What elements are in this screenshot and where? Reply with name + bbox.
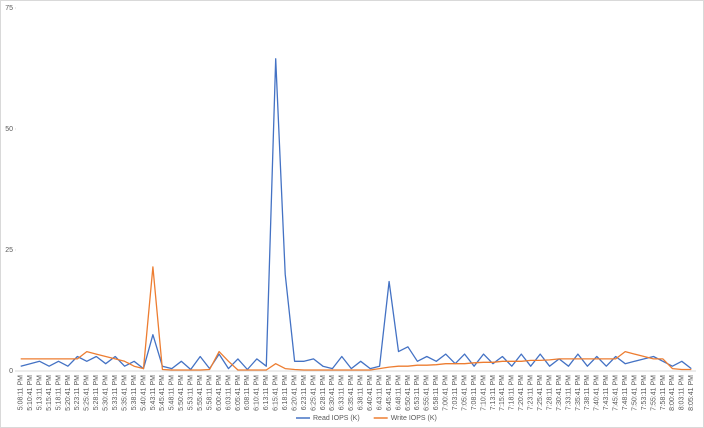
x-tick-label: 5:55:41 PM xyxy=(197,375,204,411)
x-tick-label: 6:30:41 PM xyxy=(329,375,336,411)
x-tick-label: 7:25:41 PM xyxy=(537,375,544,411)
legend-label: Write IOPS (K) xyxy=(391,415,437,422)
x-tick-label: 5:50:41 PM xyxy=(178,375,185,411)
x-tick-label: 5:08:11 PM xyxy=(18,375,25,410)
x-tick-label: 6:55:41 PM xyxy=(424,375,431,411)
y-tick-label: 25 xyxy=(5,247,13,254)
x-tick-label: 6:08:11 PM xyxy=(244,375,251,410)
x-tick-label: 6:38:11 PM xyxy=(358,375,365,410)
x-tick-label: 7:58:11 PM xyxy=(660,375,667,410)
x-tick-label: 7:40:41 PM xyxy=(594,375,601,411)
x-tick-label: 5:10:41 PM xyxy=(27,375,34,411)
series-line xyxy=(20,58,692,371)
x-tick-label: 6:43:11 PM xyxy=(376,375,383,410)
x-tick-label: 7:03:11 PM xyxy=(452,375,459,410)
x-tick-label: 5:43:11 PM xyxy=(150,375,157,410)
x-tick-label: 7:48:11 PM xyxy=(622,375,629,410)
x-tick-label: 7:53:11 PM xyxy=(641,375,648,410)
x-tick-label: 7:50:41 PM xyxy=(631,375,638,411)
x-tick-label: 7:43:11 PM xyxy=(603,375,610,410)
x-tick-label: 6:40:41 PM xyxy=(367,375,374,411)
x-tick-label: 6:00:41 PM xyxy=(216,375,223,411)
x-tick-label: 7:10:41 PM xyxy=(480,375,487,411)
x-tick-label: 6:20:41 PM xyxy=(291,375,298,411)
x-tick-label: 7:28:11 PM xyxy=(546,375,553,410)
x-tick-label: 6:58:11 PM xyxy=(433,375,440,410)
x-tick-label: 7:20:41 PM xyxy=(518,375,525,411)
x-tick-label: 7:08:11 PM xyxy=(471,375,478,410)
x-tick-label: 5:13:11 PM xyxy=(36,375,43,410)
x-tick-label: 7:23:11 PM xyxy=(528,375,535,410)
x-tick-label: 6:23:11 PM xyxy=(301,375,308,410)
x-tick-label: 6:35:41 PM xyxy=(348,375,355,411)
y-tick-label: 75 xyxy=(5,5,13,12)
x-tick-label: 5:18:11 PM xyxy=(55,375,62,410)
x-tick-label: 6:45:41 PM xyxy=(386,375,393,411)
x-tick-label: 5:48:11 PM xyxy=(169,375,176,410)
x-tick-label: 7:38:11 PM xyxy=(584,375,591,410)
x-tick-label: 6:03:11 PM xyxy=(225,375,232,410)
series-line xyxy=(20,266,692,371)
x-tick-label: 6:10:41 PM xyxy=(254,375,261,411)
x-tick-label: 5:58:11 PM xyxy=(206,375,213,410)
x-tick-label: 7:18:11 PM xyxy=(509,375,516,410)
x-tick-label: 6:33:11 PM xyxy=(339,375,346,410)
x-tick-label: 7:13:11 PM xyxy=(490,375,497,410)
x-tick-label: 6:13:11 PM xyxy=(263,375,270,410)
x-tick-label: 6:48:11 PM xyxy=(395,375,402,410)
x-tick-label: 6:28:11 PM xyxy=(320,375,327,410)
x-tick-label: 5:33:11 PM xyxy=(112,375,119,410)
x-tick-label: 7:00:41 PM xyxy=(443,375,450,411)
x-tick-label: 5:28:11 PM xyxy=(93,375,100,410)
x-tick-label: 5:35:41 PM xyxy=(121,375,128,411)
y-tick-label: 50 xyxy=(5,126,13,133)
x-tick-label: 7:35:41 PM xyxy=(575,375,582,411)
x-tick-label: 6:25:41 PM xyxy=(310,375,317,411)
x-tick-label: 5:45:41 PM xyxy=(159,375,166,411)
x-tick-label: 6:18:11 PM xyxy=(282,375,289,410)
x-tick-label: 5:30:41 PM xyxy=(103,375,110,411)
x-tick-label: 5:20:41 PM xyxy=(65,375,72,411)
x-tick-label: 7:30:41 PM xyxy=(556,375,563,411)
x-tick-label: 7:45:41 PM xyxy=(613,375,620,411)
x-tick-label: 5:15:41 PM xyxy=(46,375,53,411)
x-tick-label: 6:05:41 PM xyxy=(235,375,242,411)
x-tick-label: 6:50:41 PM xyxy=(405,375,412,411)
x-tick-label: 5:38:11 PM xyxy=(131,375,138,410)
x-tick-label: 6:53:11 PM xyxy=(414,375,421,410)
x-tick-label: 7:33:11 PM xyxy=(565,375,572,410)
x-tick-label: 7:05:41 PM xyxy=(461,375,468,411)
x-tick-label: 8:00:41 PM xyxy=(669,375,676,411)
x-tick-label: 8:03:11 PM xyxy=(679,375,686,410)
x-tick-label: 5:40:41 PM xyxy=(140,375,147,411)
x-tick-label: 5:53:11 PM xyxy=(188,375,195,410)
x-tick-label: 5:25:41 PM xyxy=(84,375,91,411)
legend-label: Read IOPS (K) xyxy=(313,415,360,422)
x-tick-label: 5:23:11 PM xyxy=(74,375,81,410)
x-tick-label: 6:15:41 PM xyxy=(273,375,280,411)
x-tick-label: 7:15:41 PM xyxy=(499,375,506,411)
x-tick-label: 7:55:41 PM xyxy=(650,375,657,411)
x-tick-label: 8:05:41 PM xyxy=(688,375,695,411)
y-tick-label: 0 xyxy=(9,368,13,375)
